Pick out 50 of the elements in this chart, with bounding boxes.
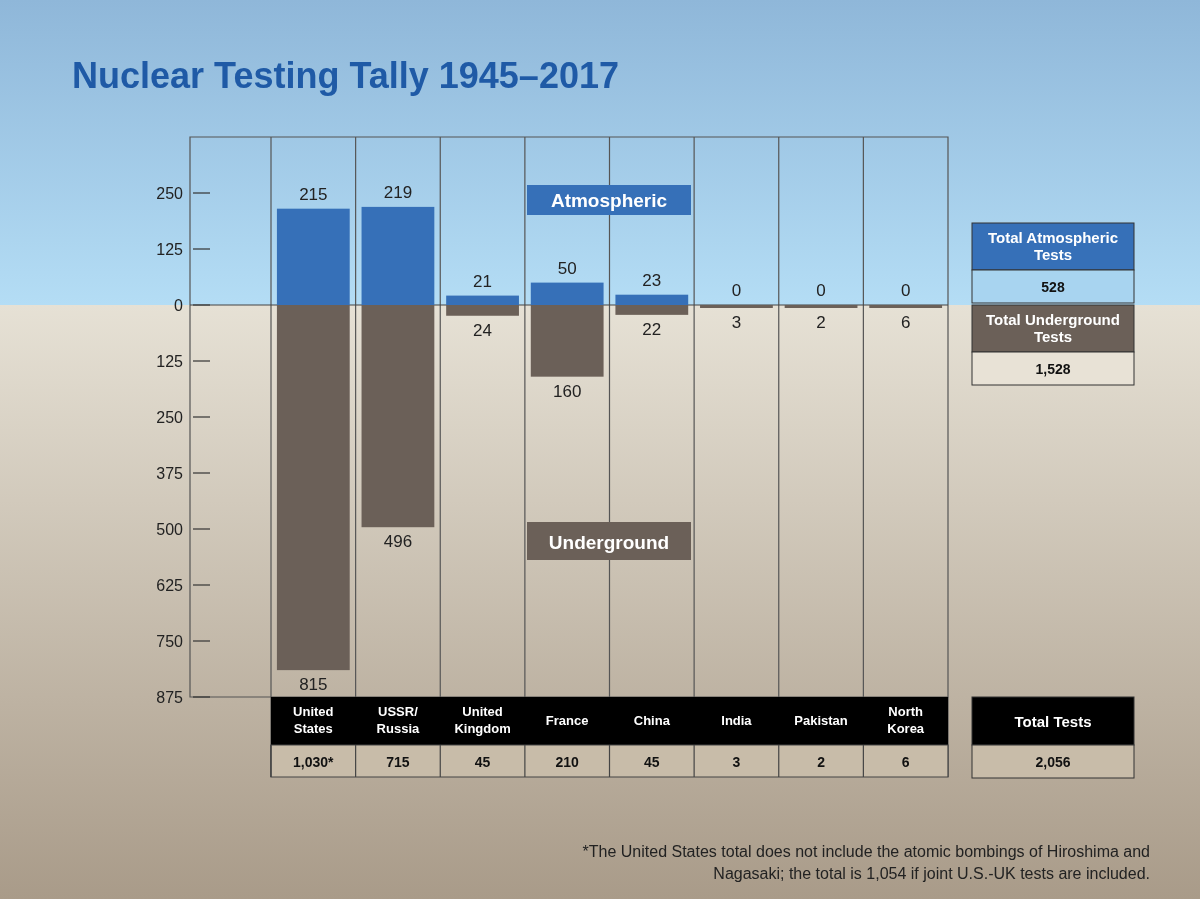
data-label: 22 bbox=[642, 319, 662, 339]
text: 45 bbox=[474, 754, 491, 770]
x-tick-label: France bbox=[545, 713, 589, 728]
x-tick-label: Pakistan bbox=[794, 713, 848, 728]
chart-title: Nuclear Testing Tally 1945–2017 bbox=[72, 55, 619, 96]
x-tick-label: USSR/Russia bbox=[376, 704, 421, 736]
data-label: 23 bbox=[642, 270, 662, 290]
y2-tick-label: 625 bbox=[156, 577, 184, 594]
x-tick-label: United Kingdom bbox=[454, 704, 511, 736]
text: Total Atmospheric Tests bbox=[987, 229, 1119, 263]
data-label: 496 bbox=[383, 532, 413, 552]
text: 210 bbox=[555, 754, 580, 770]
y-tick-label: 0 bbox=[174, 297, 184, 314]
text: Atmospheric bbox=[550, 190, 668, 211]
text: 45 bbox=[644, 754, 660, 770]
data-label: 0 bbox=[816, 281, 826, 300]
y-tick-label: 125 bbox=[156, 241, 184, 258]
text: 715 bbox=[386, 754, 410, 770]
text: *The United States total does not include the atomic bombings of Hiroshima and Nagasaki; the total is 1,054 if joint U.S.-UK tests are included. bbox=[582, 843, 1150, 882]
x-tick-label: China bbox=[633, 713, 671, 728]
text: Total Underground Tests bbox=[986, 311, 1120, 345]
data-label: 160 bbox=[553, 381, 582, 401]
data-label: 21 bbox=[473, 271, 493, 291]
text: 6 bbox=[901, 754, 910, 770]
data-label: 3 bbox=[731, 313, 742, 332]
data-label: 50 bbox=[557, 258, 577, 278]
x-tick-label: North Korea bbox=[887, 704, 925, 736]
text: 3 bbox=[732, 754, 741, 770]
text: 2 bbox=[817, 754, 826, 770]
x-tick-label: India bbox=[721, 713, 753, 728]
text: Total Tests bbox=[1014, 713, 1092, 730]
y2-tick-label: 875 bbox=[156, 689, 184, 706]
data-label: 215 bbox=[299, 184, 328, 204]
text: 1,528 bbox=[1035, 361, 1071, 377]
data-label: 219 bbox=[383, 182, 413, 202]
y2-tick-label: 750 bbox=[156, 633, 184, 650]
y2-tick-label: 500 bbox=[156, 521, 184, 538]
y2-tick-label: 375 bbox=[156, 465, 184, 482]
data-label: 0 bbox=[900, 281, 911, 300]
data-label: 0 bbox=[731, 281, 742, 300]
text: 528 bbox=[1041, 279, 1065, 295]
data-label: 815 bbox=[299, 675, 328, 695]
data-label: 6 bbox=[900, 313, 911, 332]
text: Underground bbox=[548, 532, 670, 553]
text: 2,056 bbox=[1035, 754, 1071, 770]
text: 1,030* bbox=[293, 754, 335, 770]
x-tick-label: United States bbox=[293, 704, 334, 736]
data-label: 2 bbox=[816, 313, 826, 332]
y-tick-label: 250 bbox=[156, 185, 184, 202]
data-label: 24 bbox=[473, 320, 493, 340]
